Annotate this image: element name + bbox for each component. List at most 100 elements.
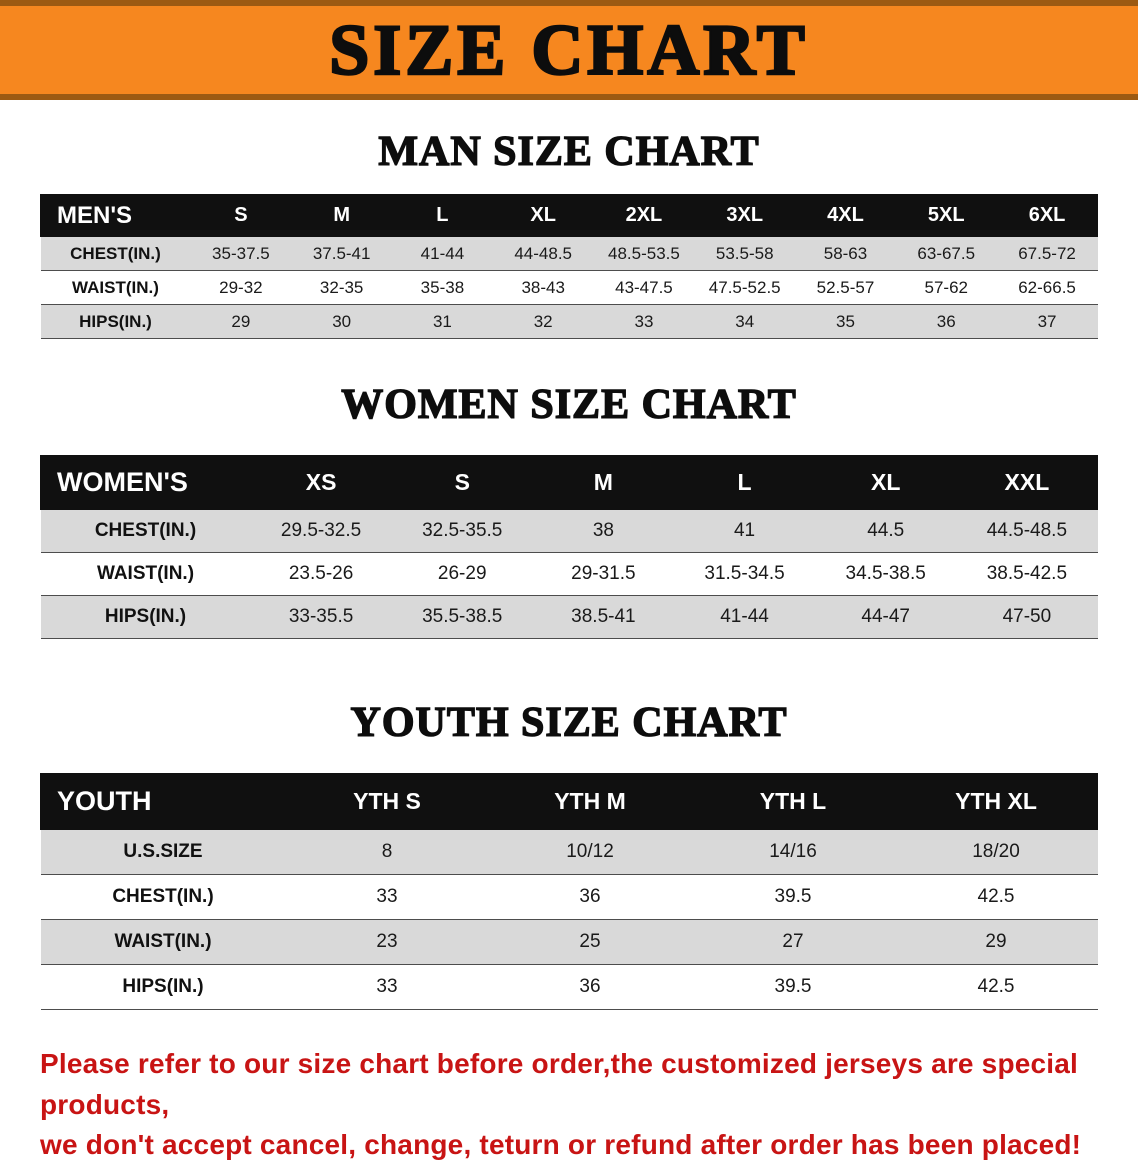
row-label-cell: WAIST(IN.) — [40, 270, 191, 305]
size-column-header: 2XL — [593, 194, 695, 237]
size-column-header: YTH XL — [894, 773, 1098, 830]
table-row: HIPS(IN.) 29 30 31 32 33 34 35 36 37 — [40, 304, 1098, 339]
value-cell: 41 — [673, 509, 816, 553]
size-column-header: YTH M — [488, 773, 692, 830]
page-title: SIZE CHART — [328, 10, 809, 90]
value-cell: 39.5 — [691, 874, 895, 920]
value-cell: 67.5-72 — [996, 236, 1098, 271]
value-cell: 33 — [593, 304, 695, 339]
table-row: WAIST(IN.) 29-32 32-35 35-38 38-43 43-47.5 47.… — [40, 270, 1098, 305]
value-cell: 18/20 — [894, 829, 1098, 875]
size-column-header: 6XL — [996, 194, 1098, 237]
table-row: HIPS(IN.) 33-35.5 35.5-38.5 38.5-41 41-44 44-… — [40, 595, 1098, 639]
men-size-table: MEN'S S M L XL 2XL 3XL 4XL 5XL 6XL CHEST(IN.) 35-37… — [40, 194, 1098, 339]
size-table-header-row: WOMEN'S XS S M L XL XXL — [40, 455, 1099, 510]
row-label-cell: HIPS(IN.) — [40, 595, 251, 639]
value-cell: 33 — [285, 964, 489, 1010]
size-column-header: M — [532, 455, 675, 510]
footer-line-1: Please refer to our size chart before or… — [40, 1048, 1079, 1120]
value-cell: 30 — [291, 304, 393, 339]
row-label-cell: CHEST(IN.) — [40, 236, 191, 271]
value-cell: 48.5-53.5 — [593, 236, 695, 271]
youth-size-table: YOUTH YTH S YTH M YTH L YTH XL U.S.SIZE 8 10/12… — [40, 773, 1098, 1010]
women-section-heading: WOMEN SIZE CHART — [341, 381, 797, 428]
value-cell: 52.5-57 — [795, 270, 896, 305]
value-cell: 44.5 — [815, 509, 957, 553]
table-row: CHEST(IN.) 33 36 39.5 42.5 — [40, 874, 1098, 920]
row-label-cell: WAIST(IN.) — [40, 919, 286, 965]
size-column-header: M — [290, 194, 393, 237]
value-cell: 53.5-58 — [694, 236, 796, 271]
value-cell: 31.5-34.5 — [673, 552, 816, 596]
youth-size-section: YOUTH SIZE CHART YOUTH YTH S YTH M YTH L YTH… — [0, 699, 1138, 1010]
row-label-cell: CHEST(IN.) — [40, 874, 286, 920]
men-size-section: MAN SIZE CHART MEN'S S M L XL 2XL 3XL 4XL 5XL 6XL… — [0, 128, 1138, 339]
value-cell: 38.5-42.5 — [956, 552, 1098, 596]
value-cell: 36 — [895, 304, 997, 339]
value-cell: 41-44 — [673, 595, 816, 639]
size-column-header: XXL — [955, 455, 1099, 510]
value-cell: 34 — [694, 304, 796, 339]
table-title-cell: YOUTH — [40, 773, 286, 830]
value-cell: 35 — [795, 304, 896, 339]
value-cell: 41-44 — [392, 236, 493, 271]
value-cell: 31 — [392, 304, 493, 339]
footer-line-2: we don't accept cancel, change, teturn o… — [40, 1129, 1082, 1161]
table-row: U.S.SIZE 8 10/12 14/16 18/20 — [40, 829, 1098, 875]
value-cell: 63-67.5 — [895, 236, 997, 271]
table-row: HIPS(IN.) 33 36 39.5 42.5 — [40, 964, 1098, 1010]
size-table-header-row: YOUTH YTH S YTH M YTH L YTH XL — [40, 773, 1098, 830]
value-cell: 32 — [492, 304, 594, 339]
value-cell: 32.5-35.5 — [391, 509, 533, 553]
table-title-cell: WOMEN'S — [40, 455, 251, 510]
value-cell: 29-31.5 — [532, 552, 674, 596]
value-cell: 35.5-38.5 — [391, 595, 533, 639]
size-column-header: 3XL — [693, 194, 796, 237]
size-column-header: L — [673, 455, 816, 510]
value-cell: 33-35.5 — [250, 595, 392, 639]
value-cell: 44-47 — [815, 595, 957, 639]
value-cell: 47-50 — [956, 595, 1098, 639]
row-label-cell: WAIST(IN.) — [40, 552, 251, 596]
value-cell: 29-32 — [190, 270, 292, 305]
size-table-header-row: MEN'S S M L XL 2XL 3XL 4XL 5XL 6XL — [40, 194, 1098, 237]
size-column-header: 4XL — [794, 194, 897, 237]
value-cell: 62-66.5 — [996, 270, 1098, 305]
table-row: CHEST(IN.) 29.5-32.5 32.5-35.5 38 41 44.5 44.5… — [40, 509, 1098, 553]
value-cell: 38.5-41 — [532, 595, 674, 639]
value-cell: 29.5-32.5 — [250, 509, 392, 553]
women-size-section: WOMEN SIZE CHART WOMEN'S XS S M L XL XXL CHEST(… — [0, 381, 1138, 639]
women-size-table: WOMEN'S XS S M L XL XXL CHEST(IN.) 29.5-32.5 32.5… — [40, 455, 1099, 639]
value-cell: 34.5-38.5 — [815, 552, 957, 596]
size-chart-banner: SIZE CHART — [0, 0, 1138, 100]
men-section-heading: MAN SIZE CHART — [378, 128, 760, 175]
size-column-header: S — [391, 455, 534, 510]
value-cell: 38-43 — [492, 270, 594, 305]
value-cell: 44-48.5 — [492, 236, 594, 271]
value-cell: 35-37.5 — [190, 236, 292, 271]
value-cell: 36 — [488, 874, 692, 920]
size-column-header: YTH L — [691, 773, 895, 830]
value-cell: 37 — [996, 304, 1098, 339]
value-cell: 29 — [894, 919, 1098, 965]
youth-section-heading: YOUTH SIZE CHART — [350, 699, 788, 746]
value-cell: 27 — [691, 919, 895, 965]
footer-note: Please refer to our size chart before or… — [0, 1044, 1138, 1166]
size-charts: MAN SIZE CHART MEN'S S M L XL 2XL 3XL 4XL 5XL 6XL… — [0, 128, 1138, 1010]
row-label-cell: HIPS(IN.) — [40, 964, 286, 1010]
size-column-header: XL — [814, 455, 957, 510]
value-cell: 57-62 — [895, 270, 997, 305]
value-cell: 38 — [532, 509, 674, 553]
value-cell: 33 — [285, 874, 489, 920]
value-cell: 42.5 — [894, 874, 1098, 920]
value-cell: 43-47.5 — [593, 270, 695, 305]
value-cell: 32-35 — [291, 270, 393, 305]
value-cell: 23 — [285, 919, 489, 965]
size-column-header: XL — [492, 194, 595, 237]
value-cell: 58-63 — [795, 236, 896, 271]
value-cell: 39.5 — [691, 964, 895, 1010]
value-cell: 25 — [488, 919, 692, 965]
value-cell: 35-38 — [392, 270, 493, 305]
table-row: CHEST(IN.) 35-37.5 37.5-41 41-44 44-48.5 48.5… — [40, 236, 1098, 271]
size-column-header: 5XL — [895, 194, 998, 237]
